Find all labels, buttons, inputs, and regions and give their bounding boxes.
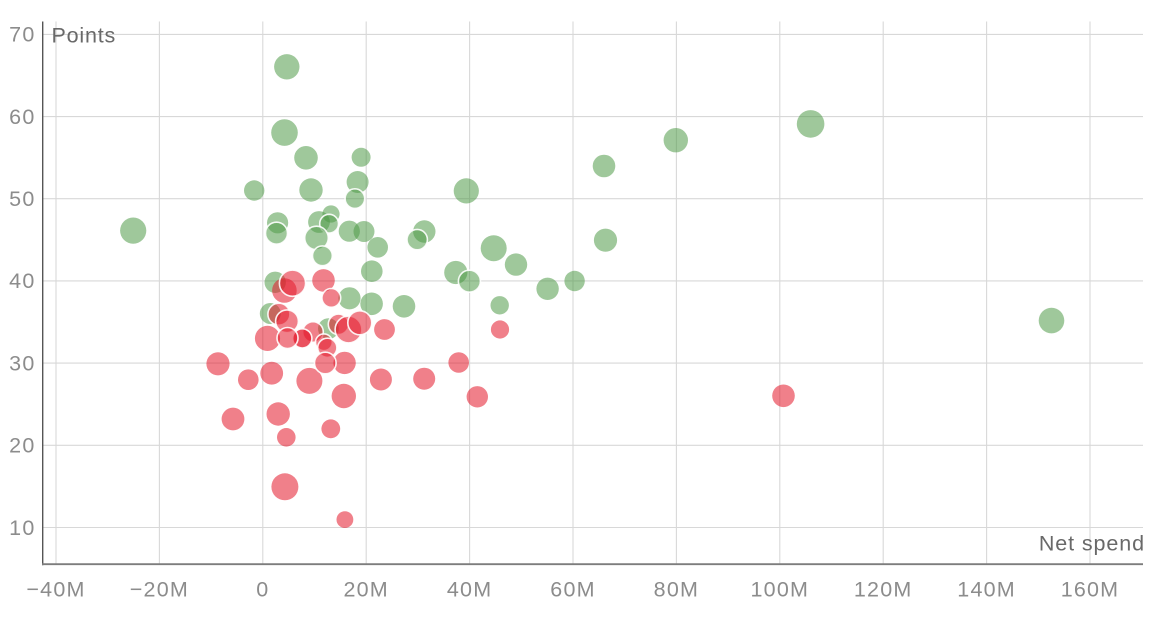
svg-text:120M: 120M	[854, 578, 913, 602]
svg-text:70: 70	[9, 23, 35, 47]
svg-text:−20M: −20M	[130, 578, 189, 602]
svg-text:10: 10	[9, 516, 35, 540]
svg-text:40: 40	[9, 269, 35, 293]
svg-text:30: 30	[9, 351, 35, 375]
svg-text:Points: Points	[52, 24, 117, 48]
svg-text:20: 20	[9, 434, 35, 458]
svg-text:160M: 160M	[1061, 578, 1120, 602]
svg-text:60: 60	[9, 105, 35, 129]
svg-text:140M: 140M	[957, 578, 1016, 602]
svg-text:60M: 60M	[550, 578, 595, 602]
svg-text:20M: 20M	[343, 578, 388, 602]
svg-text:0: 0	[256, 578, 269, 602]
svg-text:40M: 40M	[447, 578, 492, 602]
svg-text:−40M: −40M	[26, 578, 85, 602]
svg-text:80M: 80M	[654, 578, 699, 602]
svg-text:Net spend: Net spend	[1039, 532, 1145, 556]
svg-text:50: 50	[9, 187, 35, 211]
svg-text:100M: 100M	[751, 578, 810, 602]
